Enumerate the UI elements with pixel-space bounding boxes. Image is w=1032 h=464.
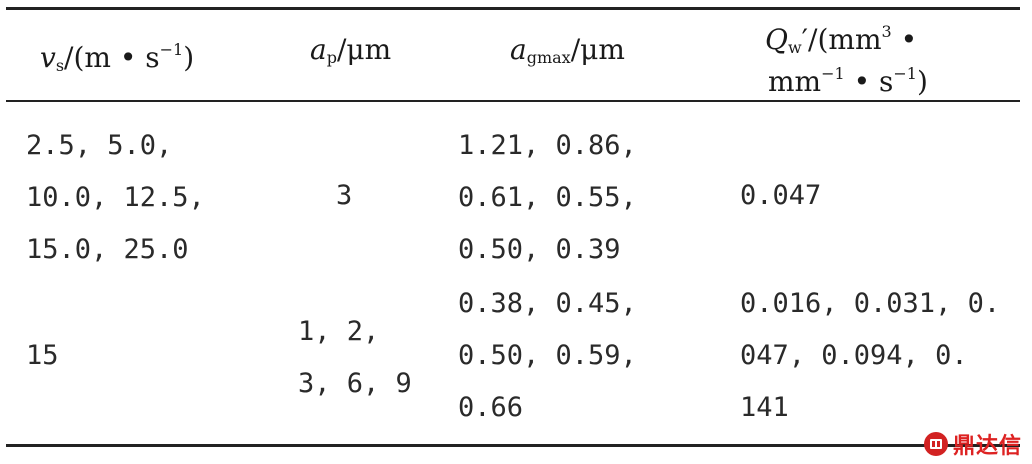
header-vs: vs/(m • s−1) [40, 40, 195, 75]
row1-agmax: 1.21, 0.86, 0.61, 0.55, 0.50, 0.39 [458, 130, 637, 265]
table-top-rule [6, 7, 1020, 10]
row2-ap: 1, 2, 3, 6, 9 [298, 316, 412, 399]
watermark-logo: 鼎达信 [923, 428, 1022, 460]
table-bottom-rule [6, 444, 1020, 447]
row2-qw: 0.016, 0.031, 0. 047, 0.094, 0. 141 [740, 288, 1001, 423]
row1-vs: 2.5, 5.0, 10.0, 12.5, 15.0, 25.0 [26, 130, 205, 265]
header-ap: ap/μm [310, 33, 392, 67]
row2-agmax: 0.38, 0.45, 0.50, 0.59, 0.66 [458, 288, 637, 423]
logo-icon [923, 432, 948, 456]
row1-ap: 3 [336, 180, 353, 211]
row2-vs: 15 [26, 340, 59, 371]
table-header-rule [6, 100, 1020, 102]
header-qw-line2: mm−1 • s−1) [768, 64, 928, 98]
watermark-text: 鼎达信 [952, 434, 1022, 459]
row1-qw: 0.047 [740, 180, 822, 211]
header-agmax: agmax/μm [510, 33, 625, 67]
header-qw-line1: Qw′/(mm3 • [765, 22, 918, 57]
